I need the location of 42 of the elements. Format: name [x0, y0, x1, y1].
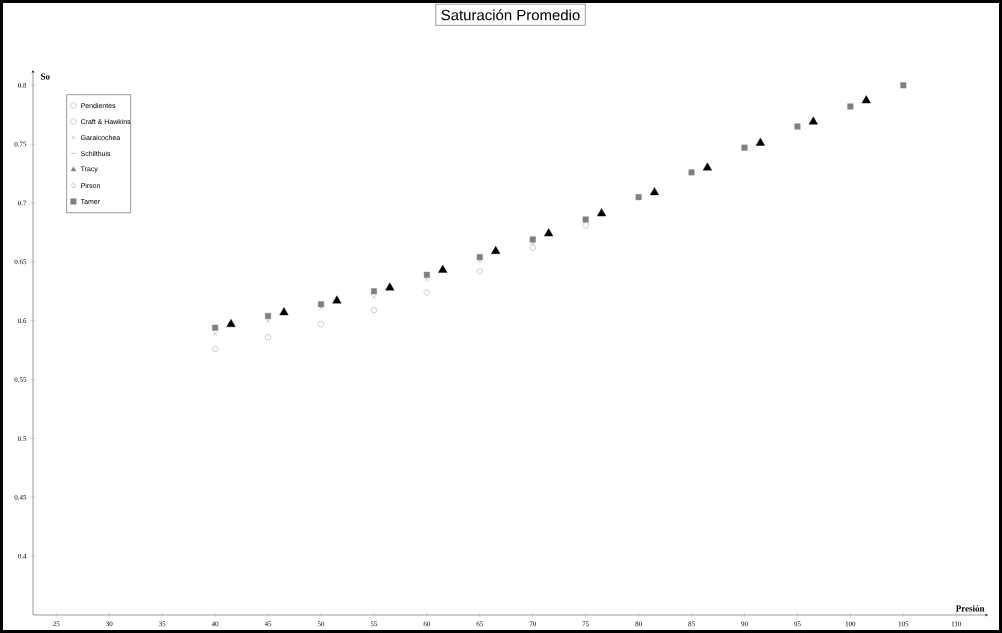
x-axis-title: Presión: [955, 605, 985, 612]
point: [424, 277, 430, 282]
point: [794, 123, 801, 130]
point: [279, 307, 289, 316]
point: [423, 271, 430, 278]
point: [370, 288, 377, 295]
point: [702, 162, 712, 171]
point: [370, 307, 377, 314]
point: [226, 319, 236, 327]
point: [597, 208, 607, 217]
point: [438, 264, 448, 273]
point: [582, 222, 589, 229]
point: [529, 244, 536, 251]
point: [212, 324, 219, 331]
point: [808, 116, 818, 125]
point: [317, 321, 324, 328]
point: [385, 282, 395, 291]
point: [582, 216, 589, 223]
point: [649, 187, 660, 196]
point: [847, 103, 854, 110]
point: [476, 254, 483, 261]
point: [861, 95, 871, 104]
point: [371, 294, 377, 300]
point: [635, 194, 642, 201]
y-axis-title: So: [41, 73, 50, 80]
point: [332, 295, 342, 304]
point: [212, 331, 218, 336]
point: [900, 82, 907, 89]
point: [317, 301, 324, 308]
point: [741, 144, 748, 151]
point: [544, 228, 554, 237]
chart-title: Saturación Promedio: [441, 9, 580, 21]
point: [423, 289, 430, 296]
point: [688, 169, 695, 176]
point: [265, 334, 272, 341]
point: [265, 318, 271, 323]
point: [265, 313, 272, 319]
point: [212, 345, 219, 352]
point: [529, 236, 536, 243]
point: [755, 137, 765, 146]
point: [491, 246, 501, 254]
point: [476, 268, 483, 275]
